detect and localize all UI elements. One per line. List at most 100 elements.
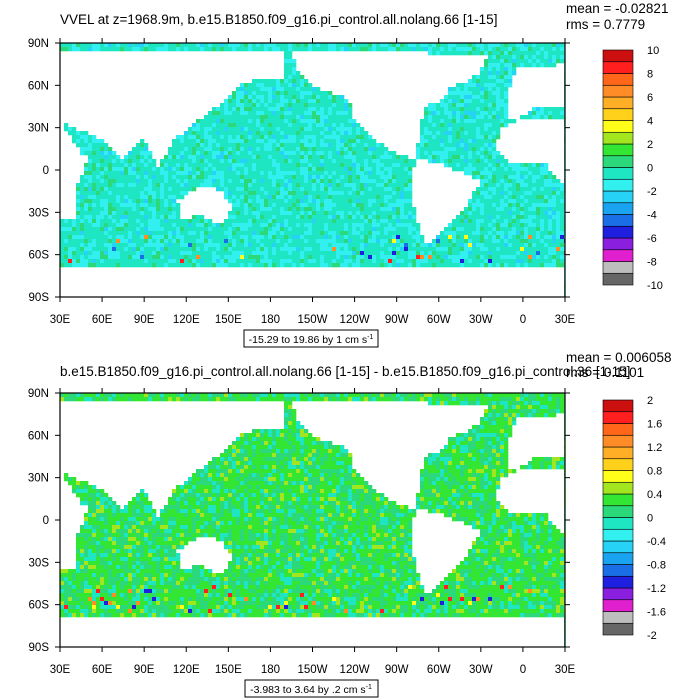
map-cell [60,235,65,240]
map-cell [484,187,489,192]
map-cell [484,79,489,84]
map-cell [240,199,245,204]
map-cell [192,151,197,156]
map-cell [80,187,85,192]
map-cell [84,243,89,248]
map-cell [200,47,205,52]
map-cell [288,227,293,232]
map-cell [340,99,345,104]
map-cell [560,393,565,398]
map-cell [376,231,381,236]
map-cell [520,203,525,208]
map-cell [480,131,485,136]
map-cell [508,191,513,196]
map-cell [176,215,181,220]
map-cell [452,99,457,104]
map-cell [300,191,305,196]
map-cell [316,43,321,48]
map-cell [488,79,493,84]
map-cell [312,167,317,172]
map-cell [440,255,445,260]
map-cell [480,191,485,196]
map-cell [460,103,465,108]
panel-2-mean: mean = 0.006058 [566,350,671,365]
map-cell [248,159,253,164]
map-cell [232,47,237,52]
map-cell [444,163,449,168]
map-cell [276,87,281,92]
map-cell [84,139,89,144]
map-cell [436,147,441,152]
map-cell [360,175,365,180]
map-cell [472,199,477,204]
map-cell [528,251,533,256]
map-cell [444,155,449,160]
map-cell [160,191,165,196]
map-cell [224,187,229,192]
map-cell [540,239,545,244]
map-cell [320,263,325,268]
map-cell [264,83,269,88]
map-cell [248,147,253,152]
map-cell [448,115,453,120]
map-cell [472,143,477,148]
map-cell [132,203,137,208]
map-cell [156,263,161,268]
map-cell [224,183,229,188]
map-cell [288,239,293,244]
map-cell [300,187,305,192]
map-cell [284,251,289,256]
map-cell [212,393,217,398]
map-cell [368,47,373,52]
map-cell [460,255,465,260]
map-cell [324,235,329,240]
map-cell [540,115,545,120]
map-cell [496,219,501,224]
map-cell [456,159,461,164]
map-cell [372,199,377,204]
map-cell [112,231,117,236]
map-cell [92,263,97,268]
map-cell [536,43,541,48]
map-cell [260,239,265,244]
map-cell [80,143,85,148]
map-cell [500,95,505,100]
map-cell [96,227,101,232]
map-cell [556,219,561,224]
map-cell [256,203,261,208]
map-cell [496,47,501,52]
map-cell [112,227,117,232]
map-cell [312,175,317,180]
map-cell [420,123,425,128]
map-cell [312,219,317,224]
x-tick-label: 180 [261,314,280,326]
map-cell [448,393,453,398]
map-cell [84,199,89,204]
map-cell [468,219,473,224]
map-cell [488,259,493,264]
map-cell [532,43,537,48]
map-cell [96,183,101,188]
map-cell [496,231,501,236]
map-cell [68,47,73,52]
map-cell [516,43,521,48]
map-cell [552,63,557,68]
map-cell [276,235,281,240]
map-cell [516,47,521,52]
map-cell [92,47,97,52]
map-cell [380,163,385,168]
map-cell [548,227,553,232]
map-cell [444,151,449,156]
map-cell [508,219,513,224]
map-cell [216,259,221,264]
map-cell [212,47,217,52]
map-cell [320,203,325,208]
map-cell [188,397,193,402]
map-cell [244,259,249,264]
map-cell [480,119,485,124]
map-cell [332,219,337,224]
map-cell [448,131,453,136]
map-cell [552,115,557,120]
map-cell [364,171,369,176]
map-cell [196,139,201,144]
